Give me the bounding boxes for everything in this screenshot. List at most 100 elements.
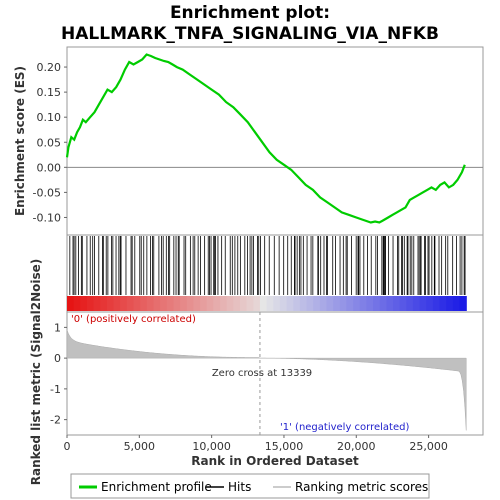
color-bar-segment — [326, 296, 334, 311]
color-bar-segment — [406, 296, 414, 311]
positive-label: '0' (positively correlated) — [71, 314, 196, 325]
metric-y-tick-label: 1 — [54, 321, 61, 334]
color-bar-segment — [266, 296, 274, 311]
color-bar-segment — [446, 296, 454, 311]
color-bar-segment — [286, 296, 294, 311]
x-tick-label: 15,000 — [265, 440, 304, 453]
color-bar-segment — [339, 296, 348, 311]
es-y-tick-label: -0.05 — [33, 186, 61, 199]
color-bar-segment — [73, 296, 81, 311]
color-bar-segment — [306, 296, 314, 311]
es-y-axis-ticks: -0.10 -0.05 0.00 0.05 0.10 0.15 0.20 — [33, 61, 67, 224]
color-bar-segment — [193, 296, 201, 311]
color-bar-segment — [200, 296, 208, 311]
legend-label: Hits — [228, 480, 251, 494]
ranking-metric-layer — [66, 312, 467, 435]
es-y-tick-label: 0.10 — [37, 111, 62, 124]
color-bar-segment — [113, 296, 121, 311]
color-bar-segment — [160, 296, 168, 311]
color-bar-segment — [412, 296, 421, 311]
color-bar-segment — [206, 296, 214, 311]
negative-label: '1' (negatively correlated) — [280, 422, 409, 433]
color-bar-segment — [419, 296, 427, 311]
color-bar-segment — [426, 296, 434, 311]
metric-y-axis-ticks: -2 -1 0 1 — [50, 321, 67, 427]
metric-panel — [66, 311, 484, 436]
color-bar-segment — [366, 296, 374, 311]
color-bar-segment — [100, 296, 108, 311]
es-profile-layer — [65, 53, 466, 224]
es-y-tick-label: 0.15 — [37, 86, 62, 99]
legend: Enrichment profile Hits Ranking metric sco… — [79, 480, 428, 494]
color-bar-segment — [452, 296, 461, 311]
color-bar-segment — [180, 296, 188, 311]
color-bar-segment — [106, 296, 115, 311]
color-bar-segment — [393, 296, 401, 311]
color-bar-segment — [313, 296, 321, 311]
color-bar-segment — [359, 296, 368, 311]
color-bar-segment — [153, 296, 161, 311]
legend-box — [70, 473, 430, 499]
color-bar-segment — [373, 296, 381, 311]
color-bar-segment — [279, 296, 288, 311]
es-y-tick-label: 0.00 — [37, 161, 62, 174]
color-bar-segment — [80, 296, 88, 311]
color-bar-segment — [133, 296, 141, 311]
rank-color-bar — [67, 296, 467, 311]
x-axis-label: Rank in Ordered Dataset — [191, 454, 359, 468]
color-bar-segment — [459, 296, 467, 311]
metric-y-tick-label: -2 — [50, 414, 61, 427]
color-bar-segment — [226, 296, 234, 311]
color-bar-segment — [259, 296, 268, 311]
metric-y-axis-label: Ranked list metric (Signal2Noise) — [29, 259, 43, 486]
x-tick-label: 5,000 — [124, 440, 156, 453]
x-tick-label: 10,000 — [192, 440, 231, 453]
color-bar-segment — [213, 296, 221, 311]
color-bar-segment — [253, 296, 261, 311]
legend-label: Enrichment profile — [101, 480, 212, 494]
color-bar-segment — [93, 296, 101, 311]
es-y-tick-label: 0.20 — [37, 61, 62, 74]
color-bar-segment — [120, 296, 128, 311]
color-bar-segment — [439, 296, 447, 311]
metric-y-tick-label: 0 — [54, 352, 61, 365]
hit-lines — [69, 236, 466, 295]
color-bar-segment — [299, 296, 308, 311]
color-bar-segment — [86, 296, 95, 311]
x-tick-label: 25,000 — [409, 440, 448, 453]
color-bar-segment — [333, 296, 341, 311]
color-bar-segment — [319, 296, 328, 311]
color-bar-segment — [126, 296, 135, 311]
color-bar-segment — [67, 296, 75, 311]
color-bar-segment — [379, 296, 387, 311]
es-y-axis-label: Enrichment score (ES) — [13, 66, 27, 216]
color-bar-segment — [353, 296, 361, 311]
color-bar-segment — [346, 296, 354, 311]
chart-title-line2: HALLMARK_TNFA_SIGNALING_VIA_NFKB — [61, 24, 439, 44]
color-bar-segment — [273, 296, 281, 311]
es-y-tick-label: 0.05 — [37, 136, 62, 149]
x-tick-label: 0 — [64, 440, 71, 453]
color-bar-segment — [140, 296, 148, 311]
chart-title-line1: Enrichment plot: — [170, 3, 330, 23]
ranking-metric-area — [66, 329, 467, 431]
es-y-tick-label: -0.10 — [33, 211, 61, 224]
color-bar-segment — [166, 296, 175, 311]
color-bar-segment — [399, 296, 407, 311]
x-tick-label: 20,000 — [337, 440, 376, 453]
metric-y-tick-label: -1 — [50, 383, 61, 396]
color-bar-segment — [432, 296, 441, 311]
color-bar-segment — [239, 296, 248, 311]
color-bar-segment — [146, 296, 155, 311]
x-axis-ticks: 0 5,000 10,000 15,000 20,000 25,000 — [64, 435, 448, 453]
color-bar-segment — [220, 296, 228, 311]
color-bar-segment — [233, 296, 241, 311]
es-panel — [66, 46, 484, 236]
es-profile-line — [65, 53, 466, 224]
color-bar-segment — [246, 296, 254, 311]
zero-cross-label: Zero cross at 13339 — [212, 368, 312, 379]
color-bar-segment — [186, 296, 195, 311]
legend-label: Ranking metric scores — [295, 480, 428, 494]
color-bar-segment — [386, 296, 394, 311]
